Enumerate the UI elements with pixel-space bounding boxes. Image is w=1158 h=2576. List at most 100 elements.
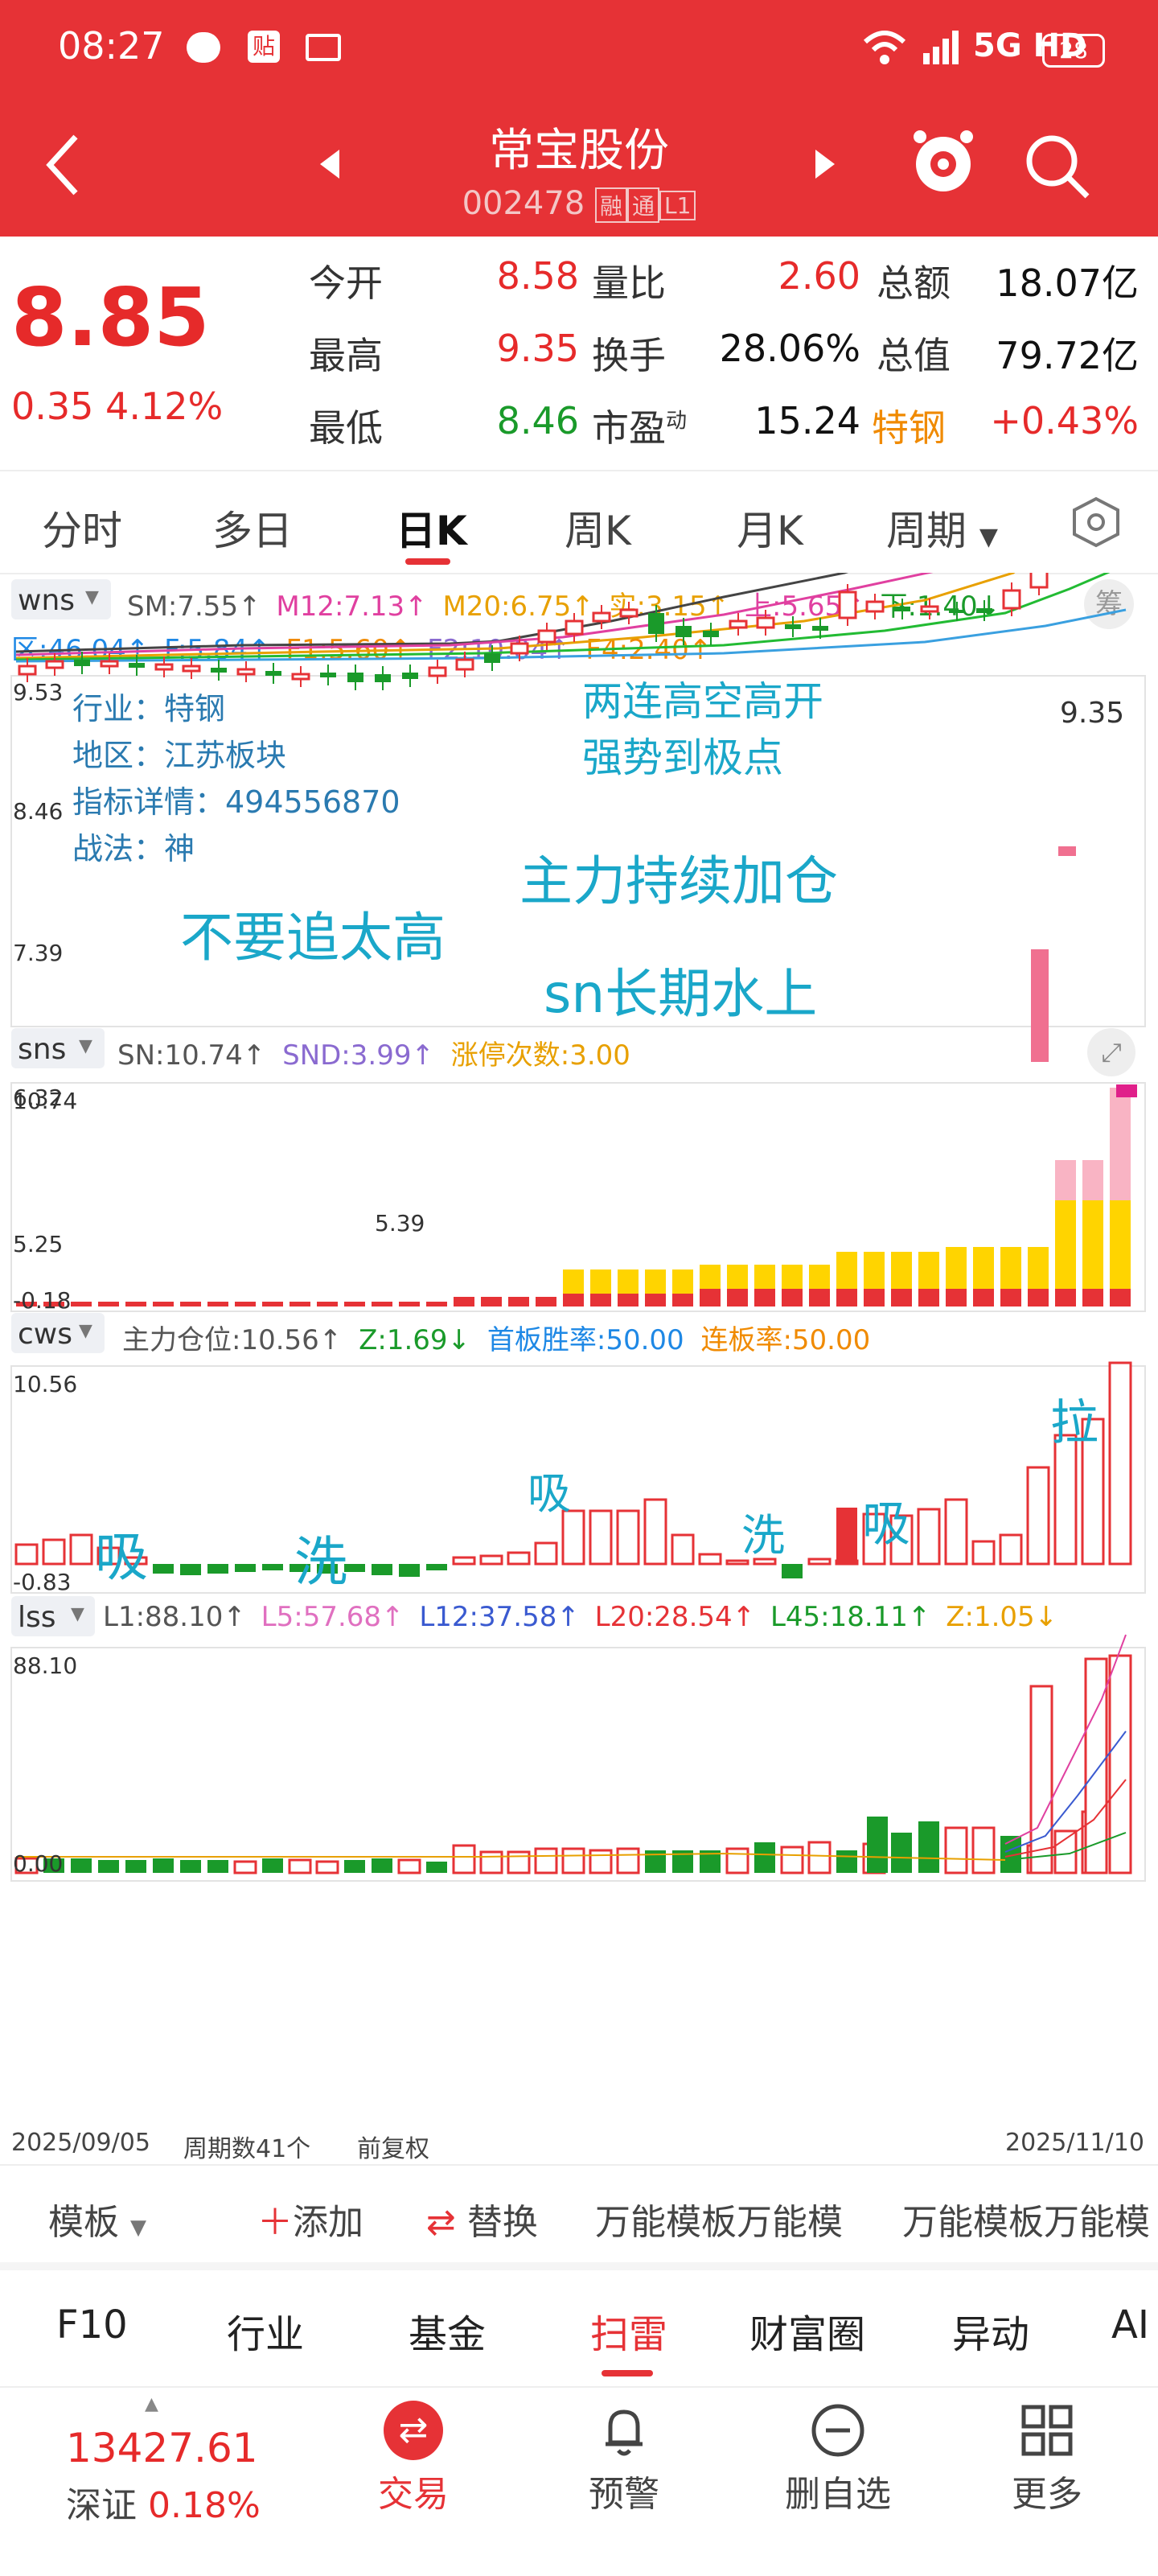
info-tactic: 战法：神 (72, 831, 195, 866)
cws-label: cws (18, 1318, 72, 1351)
search-icon[interactable] (1023, 132, 1092, 201)
pe-value: 15.24 (754, 399, 860, 442)
sns-bar-red (290, 1302, 310, 1307)
replace-button[interactable]: ⇄ 替换 (426, 2193, 538, 2245)
sns-bar-red (317, 1302, 338, 1307)
sns-bar-red (153, 1302, 174, 1307)
val-l45: L45:18.11↑ (770, 1601, 931, 1633)
quote-panel: 8.85 0.35 4.12% 今开 8.58 最高 9.35 最低 8.46 … (0, 237, 1158, 470)
sns-bar-yellow (973, 1247, 994, 1289)
val-first-board: 首板胜率:50.00 (487, 1324, 684, 1356)
low-price-label: 5.39 (375, 1210, 425, 1237)
candle-body-up (729, 619, 748, 629)
lss-bar-green (180, 1860, 201, 1873)
back-icon[interactable] (40, 129, 88, 201)
lss-bar-red (507, 1850, 531, 1874)
nav-more-label: 更多 (1012, 2474, 1082, 2515)
sns-bar-yellow (645, 1269, 666, 1294)
candle-body-up (18, 665, 37, 676)
tab-industry[interactable]: 行业 (227, 2312, 305, 2357)
cws-bar-up (1026, 1466, 1050, 1566)
next-stock-icon[interactable] (811, 146, 840, 182)
nav-alert[interactable]: 预警 (544, 2401, 704, 2516)
settings-hexagon-icon[interactable] (1070, 496, 1123, 549)
sns-bar-red (563, 1294, 584, 1307)
badge-tong: 通 (627, 187, 660, 223)
axis-adjust: 前复权 (357, 2135, 429, 2163)
annotation-1: 两连高空高开 (582, 678, 823, 725)
lss-z-line (16, 1852, 1006, 1861)
chip-button[interactable]: 筹 (1084, 579, 1134, 629)
lss-bar-red (1108, 1654, 1132, 1874)
mascot-icon[interactable] (909, 126, 978, 200)
lss-selector[interactable]: lss ▼ (11, 1596, 95, 1636)
template-option-1[interactable]: 万能模板万能模 (595, 2202, 843, 2243)
caret-up-icon: ▲ (145, 2394, 158, 2414)
index-value[interactable]: 13427.61 (66, 2425, 258, 2471)
lss-bar-red (315, 1860, 339, 1874)
sns-bar-yellow (727, 1265, 748, 1289)
candle-body-down (265, 671, 281, 676)
chevron-down-icon: ▼ (130, 2216, 146, 2240)
sns-bar-red (125, 1302, 146, 1307)
price-change: 0.35 4.12% (11, 385, 223, 428)
tab-fund[interactable]: 基金 (409, 2312, 487, 2357)
candle-body-up (865, 600, 885, 613)
sns-selector[interactable]: sns ▼ (11, 1028, 105, 1068)
candle-body-up (428, 666, 447, 677)
template-button[interactable]: 模板 ▼ (48, 2193, 146, 2245)
wns-selector[interactable]: wns ▼ (11, 579, 111, 619)
tab-ai[interactable]: AI (1111, 2302, 1149, 2348)
tab-weekly-k[interactable]: 周K (565, 508, 631, 554)
nav-more[interactable]: 更多 (967, 2401, 1127, 2516)
candle-body-down (648, 613, 664, 634)
add-label: 添加 (293, 2202, 363, 2243)
sns-bar-red (536, 1297, 556, 1307)
candle-body-up (537, 629, 556, 644)
sector-label[interactable]: 特钢 (872, 406, 946, 450)
lss-bar-green (836, 1850, 857, 1873)
template-option-2[interactable]: 万能模板万能模 (902, 2202, 1150, 2243)
cws-bar-up (889, 1514, 914, 1566)
tab-period[interactable]: 周期 ▼ (886, 499, 998, 557)
sns-bar-yellow (590, 1269, 611, 1294)
tab-anomaly[interactable]: 异动 (952, 2312, 1030, 2357)
axis-end-date: 2025/11/10 (1005, 2129, 1144, 2157)
tab-monthly-k[interactable]: 月K (737, 508, 803, 554)
nav-trade[interactable]: ⇄ 交易 (333, 2401, 494, 2516)
lss-bar-green (754, 1842, 775, 1873)
lss-bar-red (14, 1857, 39, 1874)
tab-wealth-circle[interactable]: 财富圈 (749, 2312, 866, 2357)
tab-intraday[interactable]: 分时 (42, 508, 122, 554)
pe-label-text: 市盈 (592, 406, 666, 450)
candle-body-up (455, 658, 474, 671)
tab-daily-k[interactable]: 日K (396, 508, 467, 554)
cws-values: 主力仓位:10.56↑ Z:1.69↓ 首板胜率:50.00 连板率:50.00 (122, 1318, 870, 1357)
annotation-4: 不要追太高 (180, 907, 446, 969)
tab-multiday[interactable]: 多日 (212, 508, 293, 554)
add-button[interactable]: ＋添加 (257, 2193, 363, 2245)
tab-f10[interactable]: F10 (56, 2302, 128, 2348)
nav-remove[interactable]: 删自选 (758, 2401, 918, 2516)
index-info[interactable]: 深证 0.18% (66, 2476, 261, 2528)
lss-bar-green (372, 1858, 392, 1873)
lss-bar-green (207, 1860, 228, 1873)
last-price: 8.85 (11, 270, 210, 364)
sector-value[interactable]: +0.43% (990, 399, 1139, 442)
cws-selector[interactable]: cws ▼ (11, 1313, 105, 1353)
sns-bar-red (918, 1289, 939, 1307)
sns-bar-yellow (1028, 1247, 1049, 1289)
prev-stock-icon[interactable] (315, 146, 344, 182)
tab-risk-scan[interactable]: 扫雷 (590, 2312, 668, 2357)
candle-body-down (894, 607, 910, 611)
template-label: 模板 (48, 2202, 119, 2243)
sns-bar-red (782, 1289, 803, 1307)
sns-bar-yellow (864, 1252, 885, 1289)
ma-sm-line (15, 573, 849, 653)
cws-bar-up (561, 1509, 585, 1566)
expand-icon[interactable]: ⤢ (1087, 1028, 1135, 1076)
cws-bar-up (753, 1558, 777, 1566)
ma-m12-line (15, 573, 934, 656)
dropdown-icon: ▼ (85, 587, 99, 607)
val-snd: SND:3.99↑ (282, 1039, 434, 1072)
